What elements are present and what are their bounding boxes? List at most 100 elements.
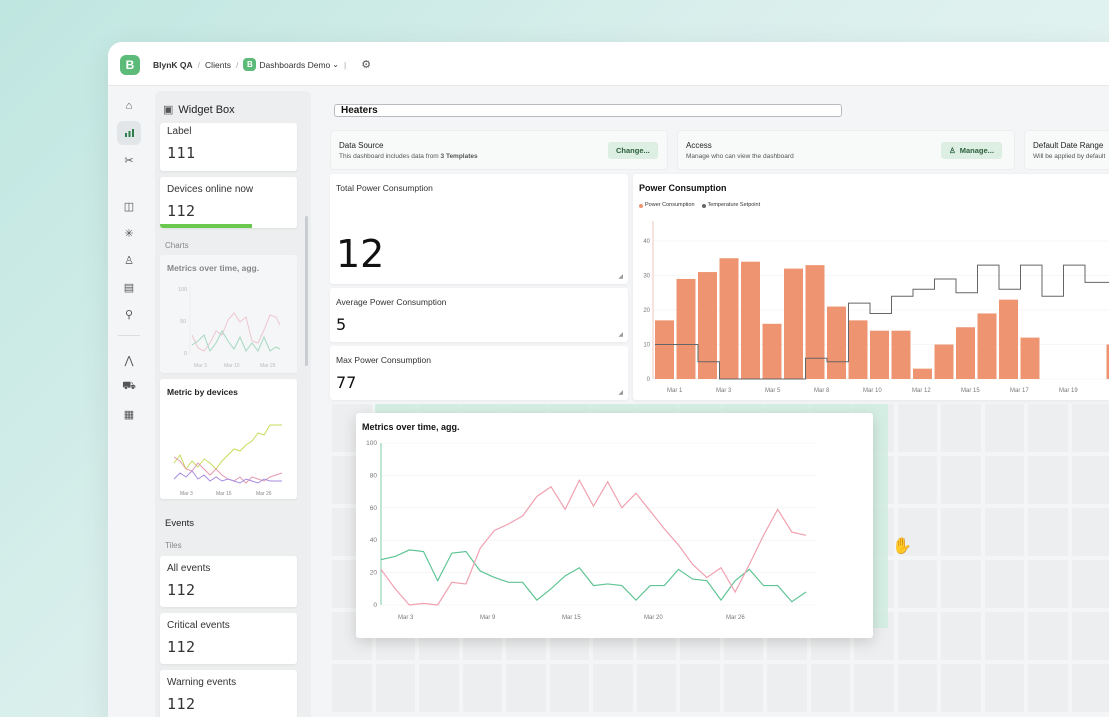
metric-by-devices-tile[interactable]: Metric by devices Mar 3 Mar 15 Mar 26 [160,379,297,499]
max-power-widget[interactable]: Max Power Consumption 77 ◢ [330,346,628,400]
legend-item[interactable]: Power Consumption [639,202,695,208]
sparkle-icon[interactable]: ✳ [124,227,134,240]
mini-series-purple [173,470,282,484]
temperature-setpoint-line [655,264,1109,380]
grab-cursor-icon: ✋ [892,538,912,555]
manage-label: Manage... [959,146,994,155]
routing-icon[interactable]: ⋀ [124,354,134,367]
mini-xtick: Mar 3 [194,363,207,369]
mini-xtick: Mar 3 [180,491,193,497]
x-tick-label: Mar 3 [716,388,732,394]
breadcrumb-dashboard[interactable]: Dashboards Demo [259,59,331,70]
metrics-chart-tile[interactable]: Metrics over time, agg. 100 50 0 Mar 3 M… [160,255,297,373]
bar [956,327,975,379]
x-tick-label: Mar 10 [863,388,882,394]
breadcrumb-clients[interactable]: Clients [205,59,232,70]
users-icon[interactable]: ♙ [124,254,134,267]
resize-handle-icon[interactable]: ◢ [618,390,623,396]
power-chart-svg: 0 10 20 30 40 Mar 1 Mar 3 Mar 5 Mar 8 Mar 10 Mar 1… [643,221,1109,394]
bar [1020,337,1040,379]
widget-box-title-text: Widget Box [178,103,235,116]
change-data-source-button[interactable]: Change... [608,142,658,159]
bar [848,320,868,379]
building-icon[interactable]: ▤ [123,281,135,294]
chevron-down-icon[interactable]: ⌄ [332,60,339,69]
critical-events-tile[interactable]: Critical events 112 [160,613,297,664]
grid-cell [1028,404,1068,452]
x-tick-label: Mar 5 [765,388,781,394]
grid-cell [897,612,937,660]
widget-box-scrollbar[interactable] [305,216,308,366]
grid-cell [897,404,937,452]
grid-cell [897,664,937,712]
grid-cell [984,664,1024,712]
dashboard-name-input[interactable]: Heaters [334,104,842,117]
label-widget-tile[interactable]: Label 111 [160,123,297,171]
manage-access-button[interactable]: ♙ Manage... [941,142,1002,159]
grid-cell [1028,612,1068,660]
stat-value: 5 [336,315,347,334]
bar [741,261,760,379]
grid-cell [636,664,676,712]
tools-icon[interactable]: ✂ [124,154,134,167]
resize-handle-icon[interactable]: ◢ [618,332,623,338]
legend-item[interactable]: Temperature Setpoint [701,202,760,208]
breadcrumb-org[interactable]: BlynK QA [153,59,193,70]
warning-events-tile[interactable]: Warning events 112 [160,670,297,717]
document-icon[interactable]: ▦ [123,408,135,421]
tile-label: Devices online now [167,184,254,195]
widget-box-icon: ▣ [163,104,174,116]
breadcrumb-separator: / [236,59,239,70]
blynk-logo[interactable]: B [120,55,140,75]
grid-cell [810,664,850,712]
grid-cell [1028,456,1068,504]
x-tick-label: Mar 9 [480,615,496,621]
grid-cell [680,664,720,712]
stat-title: Average Power Consumption [336,297,447,307]
x-tick-label: Mar 15 [562,615,581,621]
truck-icon[interactable]: ⛟ [122,380,136,392]
x-tick-label: Mar 12 [912,388,931,394]
dashboards-icon[interactable] [117,121,141,145]
tile-value: 111 [167,144,196,162]
home-icon[interactable]: ⌂ [125,100,133,112]
grid-cell [854,664,894,712]
resize-handle-icon[interactable]: ◢ [618,274,623,280]
breadcrumb-separator: / [197,59,201,70]
x-tick-label: Mar 15 [961,388,980,394]
grid-cell [723,664,763,712]
y-tick-label: 0 [373,602,377,609]
bar [913,368,932,379]
y-tick-label: 100 [366,440,377,447]
bar [805,265,825,379]
gear-icon[interactable]: ⚙ [361,59,372,71]
app-window: B BlynK QA / Clients / B Dashboards Demo… [108,42,1109,717]
top-bar: B BlynK QA / Clients / B Dashboards Demo… [108,42,1109,86]
grid-cell [1071,404,1109,452]
y-tick-label: 10 [643,343,650,349]
grid-cell [1071,612,1109,660]
bar [999,299,1018,379]
bar [698,272,717,379]
tile-value: 112 [167,202,196,220]
box-icon[interactable]: ◫ [123,200,135,213]
grid-cell [941,664,981,712]
widget-box-title: ▣ Widget Box [163,103,235,117]
metrics-over-time-widget[interactable]: Metrics over time, agg. 0 20 40 60 80 100 Mar … [356,413,873,638]
average-power-widget[interactable]: Average Power Consumption 5 ◢ [330,288,628,342]
devices-online-tile[interactable]: Devices online now 112 [160,177,297,228]
mini-xtick: Mar 26 [256,491,272,497]
mini-ytick: 0 [184,351,187,357]
power-consumption-widget[interactable]: Power Consumption Power Consumption Temp… [633,174,1109,400]
access-desc: Manage who can view the dashboard [686,153,794,160]
bar [762,323,782,379]
events-section-title: Events [165,518,195,529]
chart-legend: Power Consumption Temperature Setpoint [639,202,767,208]
x-tick-label: Mar 1 [667,388,683,394]
rail-divider [118,335,140,336]
metrics-chart-svg: 0 20 40 60 80 100 Mar 3 Mar 9 Mar 15 Mar 20 Mar 26 [366,440,816,621]
y-tick-label: 20 [643,308,650,314]
total-power-widget[interactable]: Total Power Consumption 12 ◢ [330,174,628,284]
all-events-tile[interactable]: All events 112 [160,556,297,607]
location-pin-icon[interactable]: ⚲ [124,308,134,321]
